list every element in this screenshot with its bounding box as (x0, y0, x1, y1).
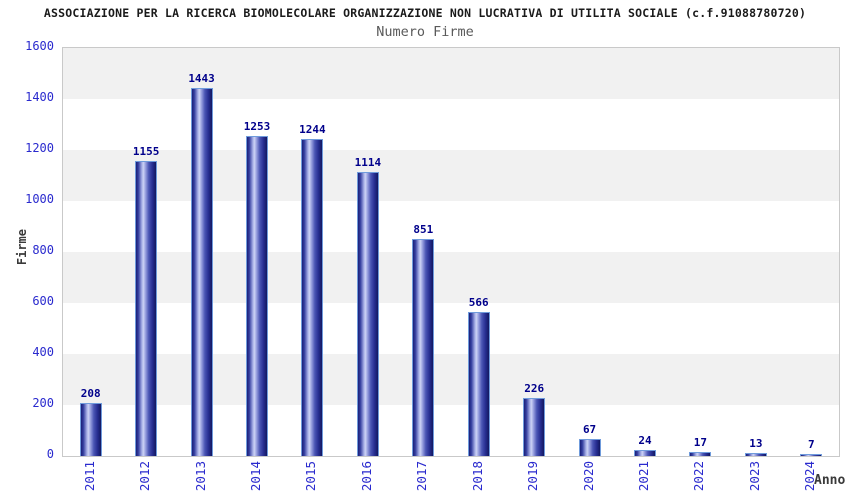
y-tick-1200: 1200 (25, 141, 54, 155)
y-tick-0: 0 (46, 447, 54, 461)
chart-title: ASSOCIAZIONE PER LA RICERCA BIOMOLECOLAR… (43, 6, 807, 20)
x-tick-2015: 2015 (303, 461, 319, 492)
x-tick-2013: 2013 (192, 461, 208, 492)
value-label-2019: 226 (524, 382, 545, 395)
bar-2018 (467, 312, 490, 456)
x-tick-2019: 2019 (525, 461, 541, 492)
bar-2023 (744, 453, 767, 456)
y-tick-1000: 1000 (25, 192, 54, 206)
value-label-2018: 566 (468, 296, 489, 309)
x-tick-2012: 2012 (137, 461, 153, 492)
value-label-2012: 1155 (132, 145, 160, 158)
x-axis-title: Anno (814, 473, 846, 488)
y-tick-400: 400 (32, 345, 54, 359)
bar-2013 (190, 88, 213, 456)
y-tick-800: 800 (32, 243, 54, 257)
x-tick-2017: 2017 (414, 461, 430, 492)
bar-2015 (301, 139, 324, 456)
x-tick-2018: 2018 (469, 461, 485, 492)
y-tick-1600: 1600 (25, 39, 54, 53)
x-tick-2020: 2020 (580, 461, 596, 492)
value-label-2024: 7 (807, 438, 815, 451)
bar-2016 (356, 172, 379, 456)
x-tick-2014: 2014 (248, 461, 263, 492)
x-tick-2022: 2022 (691, 461, 707, 492)
y-tick-600: 600 (32, 294, 54, 308)
bar-2020 (578, 439, 601, 456)
value-label-2023: 13 (749, 437, 763, 450)
bar-2014 (246, 136, 268, 456)
y-tick-200: 200 (32, 396, 54, 410)
chart-subtitle: Numero Firme (376, 24, 474, 40)
plot-area: 208 1155 1443 1253 1244 1114 851 566 226 67 24 17 13… (62, 47, 840, 457)
bar-2017 (412, 239, 435, 456)
value-label-2016: 1114 (354, 156, 382, 169)
bar-2024 (800, 454, 823, 456)
x-tick-2021: 2021 (636, 461, 651, 492)
value-label-2011: 208 (80, 387, 101, 400)
x-tick-2016: 2016 (358, 461, 374, 492)
x-tick-2011: 2011 (81, 461, 97, 492)
bar-2022 (689, 452, 712, 456)
bar-2011 (79, 403, 102, 456)
value-label-2021: 24 (638, 434, 652, 447)
value-label-2015: 1244 (299, 123, 326, 136)
value-label-2013: 1443 (188, 72, 215, 85)
value-label-2022: 17 (693, 436, 708, 449)
bar-2019 (523, 398, 546, 456)
bar-2012 (135, 161, 158, 456)
y-tick-1400: 1400 (25, 90, 54, 104)
value-label-2017: 851 (413, 223, 434, 236)
value-label-2014: 1253 (243, 120, 271, 133)
value-label-2020: 67 (582, 423, 597, 436)
x-tick-2023: 2023 (746, 461, 762, 492)
bar-2021 (634, 450, 656, 456)
